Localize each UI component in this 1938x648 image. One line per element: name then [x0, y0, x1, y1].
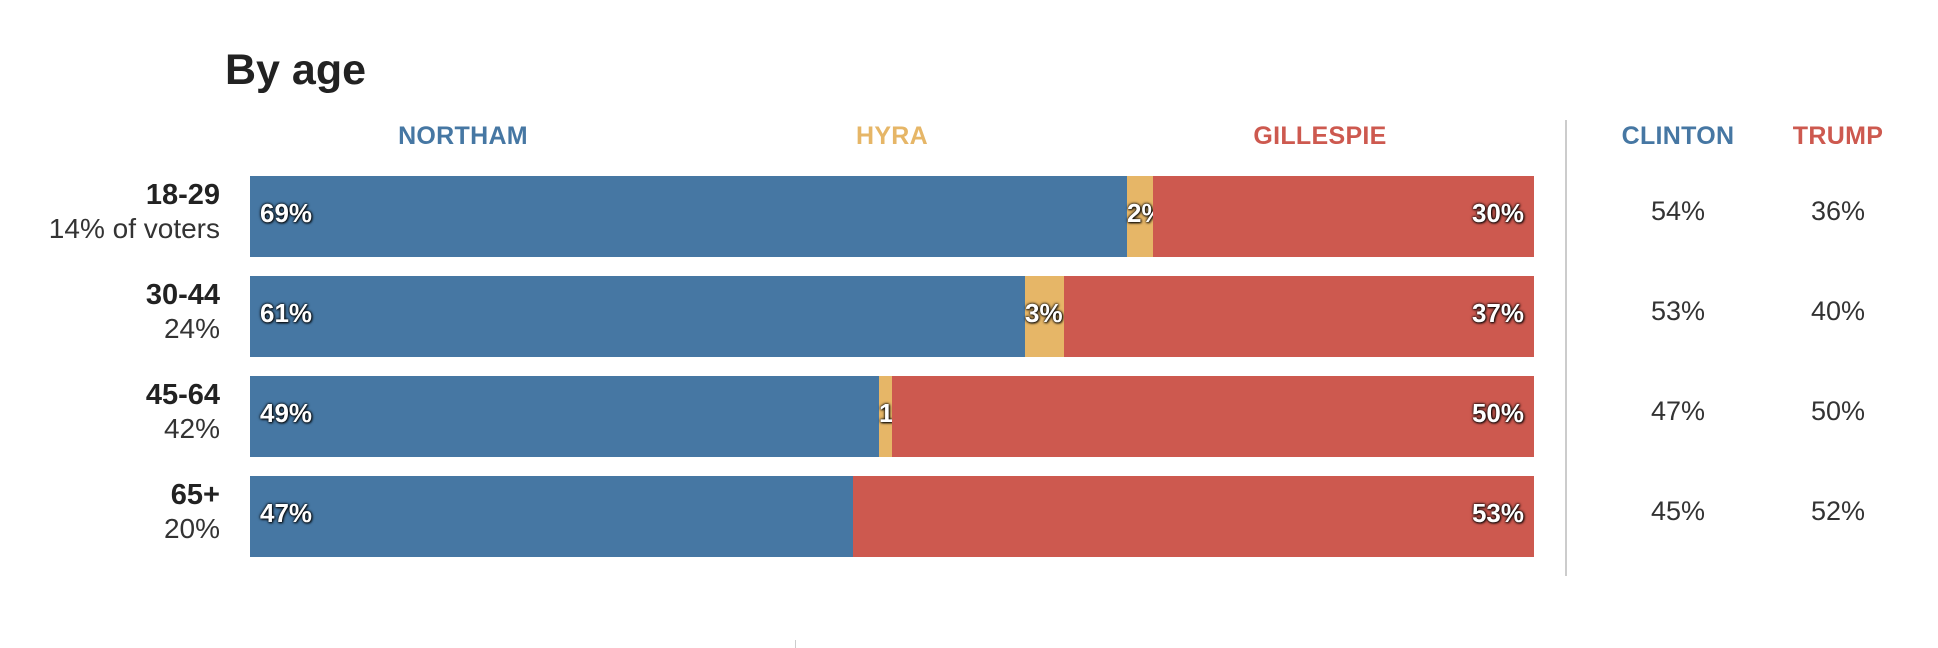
data-label-northam: 47% — [260, 498, 313, 528]
series-header-northam: NORTHAM — [398, 122, 528, 150]
comparison-value-trump: 52% — [1810, 496, 1866, 526]
comparison-value-trump: 36% — [1810, 196, 1866, 226]
row-label: 30-44 24% — [146, 278, 220, 346]
data-label-northam: 49% — [260, 398, 313, 428]
voter-share-label: 42% — [163, 413, 220, 444]
comparison-value-clinton: 54% — [1650, 196, 1706, 226]
bar-segment-gillespie — [892, 376, 1534, 457]
bar-segment-gillespie — [853, 476, 1534, 557]
bar-segment-gillespie — [1064, 276, 1534, 357]
comparison-value-trump: 40% — [1810, 296, 1866, 326]
series-header-gillespie: GILLESPIE — [1253, 122, 1387, 150]
age-group-label: 65+ — [170, 479, 220, 511]
age-group-label: 18-29 — [145, 179, 220, 211]
comparison-header-trump: TRUMP — [1792, 122, 1884, 150]
bar-row: 47% 53% — [250, 476, 1534, 557]
comparison-value-clinton: 45% — [1650, 496, 1706, 526]
bar-row: 49%1%50% — [250, 376, 1534, 457]
column-divider — [1565, 120, 1567, 576]
data-label-northam: 61% — [260, 298, 313, 328]
comparison-value-clinton: 53% — [1650, 296, 1706, 326]
bar-row: 61% 3% 37% — [250, 276, 1534, 357]
row-label: 18-29 14% of voters — [49, 178, 220, 246]
voter-share-label: 24% — [163, 313, 220, 344]
data-label-northam: 69% — [260, 198, 313, 228]
comparison-value-trump: 50% — [1810, 396, 1866, 426]
voter-share-label: 14% of voters — [48, 213, 220, 244]
bar-segment-northam — [250, 276, 1025, 357]
bar-segment-hyra — [879, 376, 892, 457]
data-label-gillespie: 30% — [1471, 198, 1524, 228]
bar-segment-hyra — [1025, 276, 1064, 357]
data-label-gillespie: 53% — [1471, 498, 1524, 528]
row-label: 45-64 42% — [146, 378, 220, 446]
chart-title: By age — [225, 46, 367, 94]
data-label-gillespie: 50% — [1471, 398, 1524, 428]
comparison-value-clinton: 47% — [1650, 396, 1706, 426]
bar-row: 69% 2% 30% — [250, 176, 1534, 257]
voter-share-label: 20% — [163, 513, 220, 544]
data-label-gillespie: 37% — [1471, 298, 1524, 328]
bar-segment-northam — [250, 476, 853, 557]
age-group-label: 30-44 — [145, 279, 220, 311]
bar-segment-hyra — [1127, 176, 1153, 257]
bar-segment-gillespie — [1153, 176, 1534, 257]
age-group-label: 45-64 — [145, 379, 220, 411]
axis-tick — [795, 640, 796, 648]
bar-segment-northam — [250, 176, 1127, 257]
bar-segment-northam — [250, 376, 879, 457]
data-label-hyra: 3% — [1025, 298, 1063, 328]
row-label: 65+ 20% — [164, 478, 220, 546]
comparison-header-clinton: CLINTON — [1621, 122, 1735, 150]
series-header-hyra: HYRA — [855, 122, 929, 150]
